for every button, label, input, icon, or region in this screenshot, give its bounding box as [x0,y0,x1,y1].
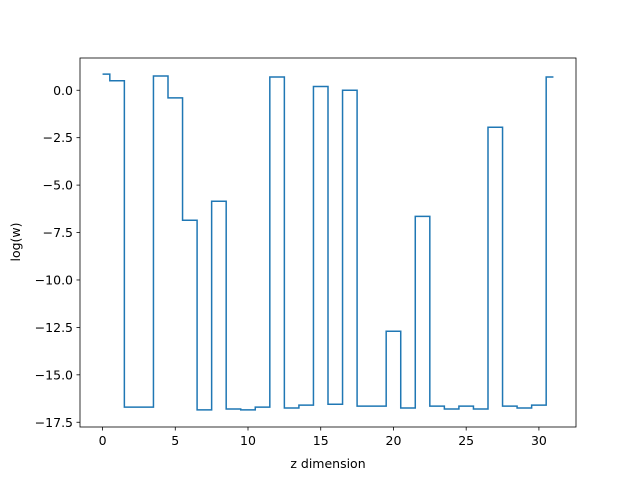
y-tick-label: −10.0 [35,272,73,287]
axes-frame [79,57,577,428]
x-axis-ticks: 0 5 10 15 20 25 30 [99,427,547,448]
plot-area: 0 5 10 15 20 25 30 0.0 −2.5 −5.0 −7.5 −10.0 −12.5 −1… [35,57,577,448]
x-tick-label: 25 [458,433,474,448]
y-tick-label: −7.5 [43,225,73,240]
y-tick-label: −15.0 [35,367,73,382]
y-axis-ticks: 0.0 −2.5 −5.0 −7.5 −10.0 −12.5 −15.0 −17.5 [35,83,80,430]
y-tick-label: −5.0 [43,178,73,193]
x-tick-label: 10 [240,433,256,448]
y-tick-label: −2.5 [43,130,73,145]
series-layer [102,73,554,411]
x-tick-label: 20 [386,433,402,448]
x-axis-label: z dimension [290,456,365,471]
series-line-0 [102,73,554,411]
y-axis-label: log(w) [8,222,23,261]
y-tick-label: −17.5 [35,415,73,430]
x-tick-label: 5 [171,433,179,448]
x-tick-label: 0 [99,433,107,448]
x-tick-label: 30 [531,433,547,448]
y-tick-label: 0.0 [53,83,73,98]
x-tick-label: 15 [313,433,329,448]
y-tick-label: −12.5 [35,320,73,335]
